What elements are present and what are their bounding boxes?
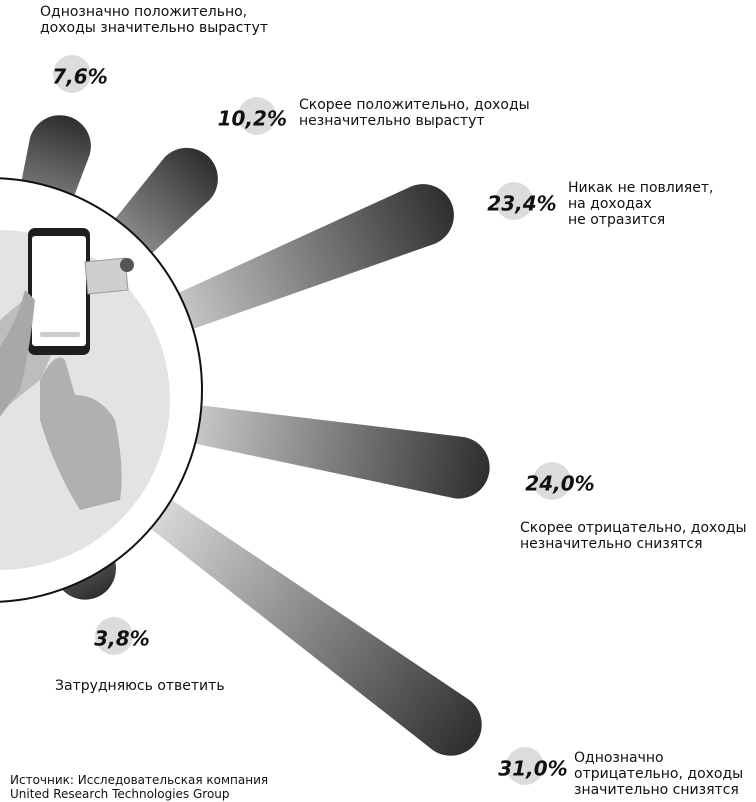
category-label: Никак не повлияет, на доходах не отразит… <box>568 180 714 228</box>
category-label: Скорее положительно, доходы незначительн… <box>299 97 530 129</box>
value-label: 3,8% <box>94 627 149 651</box>
category-label: Скорее отрицательно, доходы незначительн… <box>520 520 747 552</box>
value-badge <box>53 55 91 93</box>
category-label: Однозначно положительно, доходы значител… <box>40 4 269 36</box>
value-label: 7,6% <box>52 65 107 89</box>
value-badge <box>506 747 544 785</box>
phone-illustration <box>0 228 134 510</box>
value-label: 23,4% <box>487 192 556 216</box>
value-badge <box>533 462 571 500</box>
value-badge <box>238 97 276 135</box>
value-badge <box>495 182 533 220</box>
value-label: 24,0% <box>525 472 594 496</box>
category-label: Однозначно отрицательно, доходы значител… <box>574 750 744 798</box>
category-label: Затрудняюсь ответить <box>55 678 225 694</box>
source-note: Источник: Исследовательская компания Uni… <box>10 773 269 801</box>
value-label: 31,0% <box>498 757 567 781</box>
value-badge <box>95 617 133 655</box>
value-label: 10,2% <box>218 107 287 131</box>
